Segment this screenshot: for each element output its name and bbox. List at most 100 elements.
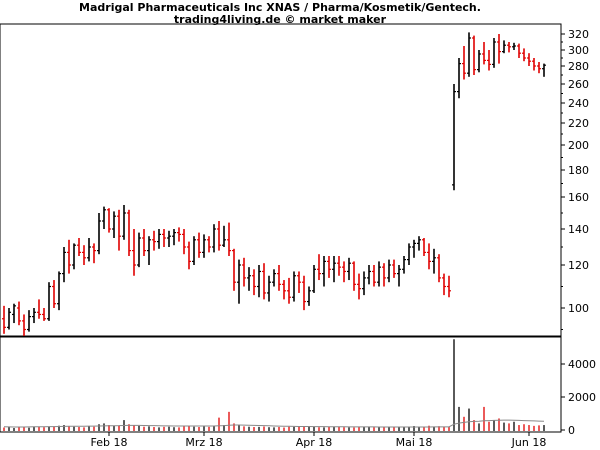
x-tick-label: Apr 18 — [296, 436, 333, 449]
ohlc-bar — [92, 243, 96, 264]
ohlc-bar — [327, 256, 331, 278]
ohlc-bar — [287, 277, 291, 304]
volume-tick-label: 4000 — [568, 358, 596, 371]
ohlc-bar — [477, 50, 481, 73]
volume-moving-average — [3, 419, 545, 428]
ohlc-bar — [377, 261, 381, 287]
volume-panel — [0, 336, 562, 433]
ohlc-bar — [222, 225, 226, 247]
ohlc-bar — [382, 263, 386, 287]
ohlc-bar — [502, 40, 506, 54]
price-tick-label: 160 — [568, 191, 589, 204]
price-tick-label: 180 — [568, 164, 589, 177]
price-tick-label: 100 — [568, 302, 589, 315]
ohlc-bar — [357, 273, 361, 300]
chart-subtitle: trading4living.de © market maker — [173, 13, 387, 26]
volume-axis: 0 2000 4000 — [561, 358, 596, 437]
ohlc-bar — [272, 269, 276, 287]
price-tick-label: 200 — [568, 139, 589, 152]
ohlc-bar — [412, 239, 416, 258]
price-tick-label: 120 — [568, 259, 589, 272]
x-tick-label: Feb 18 — [91, 436, 128, 449]
ohlc-bar — [312, 265, 316, 293]
ohlc-bar — [527, 53, 531, 66]
ohlc-bar — [7, 308, 11, 330]
ohlc-bar — [427, 243, 431, 270]
ohlc-bar — [207, 236, 211, 253]
ohlc-bar — [467, 32, 471, 77]
ohlc-bar — [122, 205, 126, 240]
ohlc-bar — [212, 224, 216, 253]
ohlc-bar — [392, 259, 396, 278]
volume-tick-label: 2000 — [568, 391, 596, 404]
ohlc-bar — [32, 308, 36, 324]
ohlc-bar — [167, 230, 171, 247]
x-axis: Feb 18 Mrz 18 Apr 18 Mai 18 Jun 18 — [91, 432, 546, 449]
ohlc-bar — [452, 84, 456, 191]
ohlc-bar — [417, 236, 421, 251]
ohlc-bar — [22, 314, 26, 336]
ohlc-bar — [487, 50, 491, 71]
ohlc-bar — [232, 248, 236, 291]
chart-title: Madrigal Pharmaceuticals Inc XNAS / Phar… — [79, 1, 481, 14]
ohlc-bar — [217, 221, 221, 251]
price-tick-label: 300 — [568, 44, 589, 57]
x-tick-label: Mai 18 — [396, 436, 433, 449]
price-tick-label: 320 — [568, 28, 589, 41]
volume-bars — [3, 339, 545, 431]
ohlc-bar — [247, 267, 251, 291]
ohlc-bar — [237, 259, 241, 304]
ohlc-bar — [132, 229, 136, 276]
ohlc-bar — [517, 43, 521, 58]
price-bars — [2, 32, 546, 336]
ohlc-bar — [537, 62, 541, 74]
ohlc-bar — [67, 239, 71, 274]
ohlc-bar — [37, 299, 41, 319]
ohlc-bar — [187, 241, 191, 270]
price-tick-label: 240 — [568, 97, 589, 110]
ohlc-bar — [152, 230, 156, 251]
ohlc-bar — [332, 256, 336, 283]
ohlc-bar — [402, 256, 406, 274]
ohlc-bar — [322, 256, 326, 287]
ohlc-bar — [102, 206, 106, 229]
ohlc-bar — [442, 273, 446, 296]
ohlc-bar — [12, 303, 16, 324]
ohlc-bar — [277, 265, 281, 291]
ohlc-bar — [267, 275, 271, 302]
ohlc-bar — [262, 263, 266, 300]
ohlc-bar — [432, 248, 436, 274]
price-tick-label: 140 — [568, 223, 589, 236]
ohlc-bar — [182, 229, 186, 255]
ohlc-bar — [512, 42, 516, 50]
ohlc-bar — [72, 243, 76, 270]
ohlc-bar — [242, 257, 246, 287]
ohlc-bar — [42, 308, 46, 321]
ohlc-bar — [87, 238, 91, 262]
ohlc-bar — [62, 247, 66, 283]
ohlc-bar — [397, 265, 401, 287]
ohlc-bar — [137, 232, 141, 268]
price-tick-label: 220 — [568, 117, 589, 130]
ohlc-bar — [472, 35, 476, 75]
ohlc-bar — [202, 234, 206, 258]
ohlc-bar — [147, 236, 151, 265]
ohlc-bar — [117, 209, 121, 251]
ohlc-bar — [82, 245, 86, 265]
ohlc-bar — [317, 254, 321, 281]
ohlc-bar — [437, 254, 441, 283]
ohlc-bar — [172, 229, 176, 246]
ohlc-bar — [387, 259, 391, 283]
ohlc-bar — [282, 280, 286, 300]
ohlc-bar — [157, 229, 161, 249]
ohlc-bar — [2, 305, 6, 334]
ohlc-bar — [77, 238, 81, 256]
ohlc-bar — [447, 275, 451, 298]
ohlc-bar — [27, 310, 31, 332]
ohlc-bar — [482, 42, 486, 65]
ohlc-bar — [17, 301, 21, 326]
ohlc-bar — [97, 213, 101, 255]
ohlc-bar — [372, 265, 376, 287]
ohlc-bar — [347, 257, 351, 281]
